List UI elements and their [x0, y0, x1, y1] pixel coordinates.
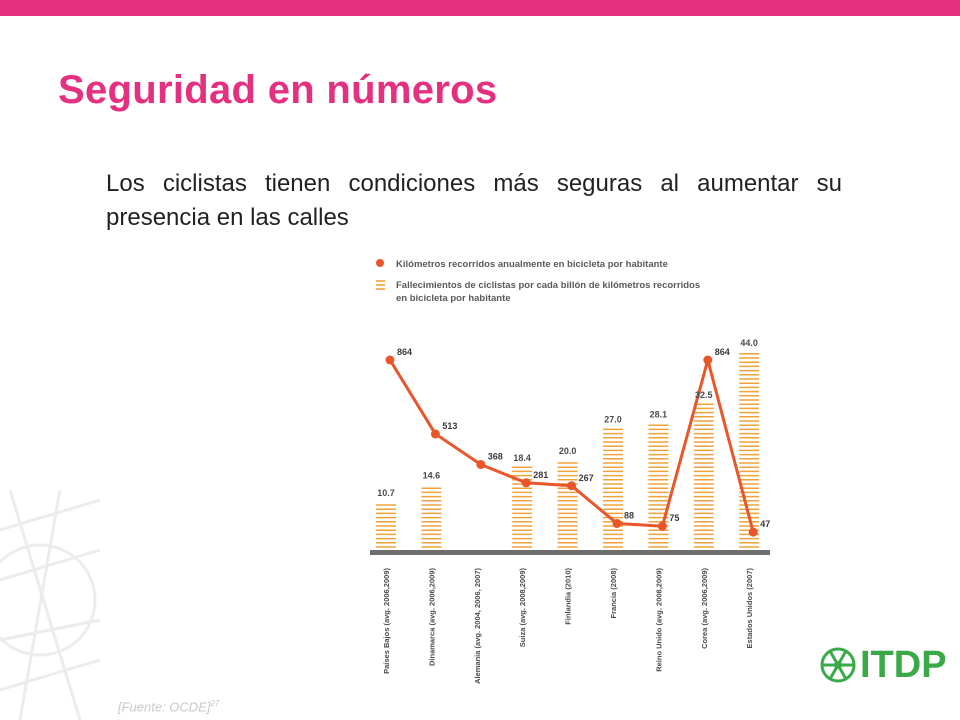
bar: [648, 424, 669, 548]
line-value-label: 267: [579, 473, 594, 483]
itdp-logo: ITDP: [818, 640, 947, 694]
bar: [739, 353, 760, 548]
x-tick-label: Dinamarca (avg. 2006,2009): [427, 568, 436, 666]
x-tick-label: Francia (2008): [609, 568, 618, 619]
line-value-label: 864: [397, 347, 412, 357]
legend: Kilómetros recorridos anualmente en bici…: [376, 259, 703, 304]
slide-subtitle: Los ciclistas tienen condiciones más seg…: [106, 170, 842, 231]
line-value-label: 368: [488, 451, 503, 461]
line-point: [476, 459, 486, 469]
x-tick-label: Estados Unidos (2007): [745, 568, 754, 649]
bar: [693, 403, 714, 548]
top-accent-bar: [0, 0, 960, 16]
page-title: Seguridad en números: [58, 68, 498, 112]
line-point: [521, 478, 531, 488]
chart: Kilómetros recorridos anualmente en bici…: [370, 259, 770, 684]
line-point: [385, 355, 395, 365]
bar-value-label: 20.0: [559, 446, 577, 456]
bar-value-label: 10.7: [377, 488, 395, 498]
bar-value-label: 32.5: [695, 390, 713, 400]
source-note: [Fuente: OCDE]27: [118, 699, 219, 714]
itdp-logo-icon: [820, 647, 856, 683]
itdp-logo-text: ITDP: [860, 644, 947, 686]
line-value-label: 513: [442, 421, 457, 431]
bar: [376, 504, 396, 548]
line-point: [430, 429, 440, 439]
legend-label-line: Kilómetros recorridos anualmente en bici…: [396, 259, 668, 270]
line-point: [703, 355, 713, 365]
chart-baseline: [370, 550, 770, 555]
bar-value-label: 44.0: [740, 338, 758, 348]
bar: [603, 428, 623, 548]
bar-value-label: 14.6: [423, 470, 441, 480]
line-value-label: 47: [760, 519, 770, 529]
bar-value-label: 18.4: [513, 453, 531, 463]
source-ref: 27: [210, 699, 220, 708]
line-value-label: 281: [533, 470, 548, 480]
x-tick-label: Alemania (avg. 2004, 2006, 2007): [473, 567, 482, 683]
x-tick-label: Reino Unido (avg. 2008,2009): [654, 568, 663, 672]
bar-value-label: 27.0: [604, 415, 622, 425]
bar: [421, 487, 442, 548]
line-point: [657, 521, 667, 531]
line-point: [612, 518, 622, 528]
line-point: [748, 527, 758, 537]
x-tick-label: Finlandia (2010): [564, 568, 573, 625]
source-text: [Fuente: OCDE]: [118, 699, 211, 715]
bar-value-label: 28.1: [650, 410, 668, 420]
x-tick-label: Países Bajos (avg. 2006,2009): [382, 568, 391, 674]
legend-label-bars: Fallecimientos de ciclistas por cada bil…: [396, 280, 703, 304]
legend-stripes-icon: [376, 280, 385, 290]
background-decoration: [0, 490, 101, 720]
line-value-label: 864: [715, 347, 730, 357]
bar: [557, 462, 578, 548]
x-tick-label: Suiza (avg. 2008,2009): [518, 568, 527, 648]
legend-dot-icon: [376, 259, 384, 267]
line-value-label: 88: [624, 510, 634, 520]
line-value-label: 75: [669, 513, 679, 523]
x-tick-label: Corea (avg. 2006,2009): [700, 568, 709, 649]
line-point: [567, 481, 577, 491]
